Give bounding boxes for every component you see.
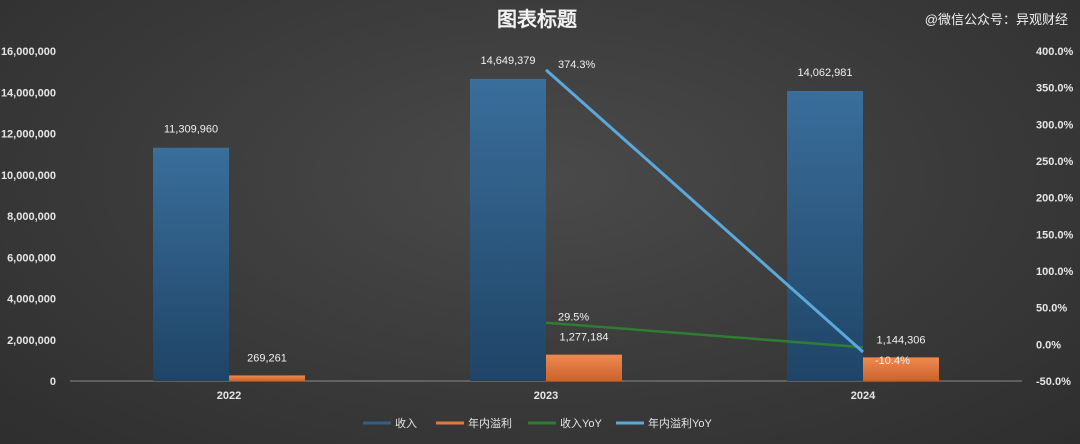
data-label-revenue: 14,062,981 bbox=[797, 67, 852, 79]
watermark: @微信公众号：异观财经 bbox=[925, 12, 1068, 27]
x-tick-label: 2023 bbox=[534, 390, 558, 402]
legend: 收入 年内溢利 收入YoY 年内溢利YoY bbox=[363, 416, 712, 430]
x-tick-label: 2022 bbox=[217, 390, 241, 402]
bar-profit bbox=[229, 375, 305, 381]
bar-revenue bbox=[787, 90, 863, 381]
y2-tick-label: 150.0% bbox=[1036, 229, 1074, 241]
bar-profit bbox=[863, 357, 939, 381]
y-tick-label: 4,000,000 bbox=[7, 294, 56, 306]
y-tick-label: 10,000,000 bbox=[1, 170, 56, 182]
y-tick-label: 6,000,000 bbox=[7, 252, 56, 264]
bar-profit bbox=[546, 354, 622, 381]
x-tick-label: 2024 bbox=[851, 390, 876, 402]
data-label-profit: 1,277,184 bbox=[560, 332, 609, 344]
y2-tick-label: 200.0% bbox=[1036, 193, 1074, 205]
data-label-profit: 1,144,306 bbox=[877, 334, 926, 346]
y2-tick-label: -50.0% bbox=[1036, 376, 1071, 388]
data-label-profit: 269,261 bbox=[247, 352, 287, 364]
y2-tick-label: 250.0% bbox=[1036, 156, 1074, 168]
data-label-revenue-yoy: 29.5% bbox=[558, 312, 589, 324]
data-label-profit-yoy: 374.3% bbox=[558, 59, 596, 71]
legend-label: 年内溢利YoY bbox=[648, 416, 712, 430]
data-labels: 11,309,960 14,649,379 14,062,981 269,261 1,2… bbox=[164, 55, 926, 367]
y-tick-label: 8,000,000 bbox=[7, 211, 56, 223]
y2-tick-label: 0.0% bbox=[1036, 339, 1061, 351]
y2-tick-label: 400.0% bbox=[1036, 46, 1074, 58]
y2-tick-label: 300.0% bbox=[1036, 119, 1074, 131]
bars bbox=[153, 78, 939, 381]
y-tick-label: 0 bbox=[50, 376, 56, 388]
legend-label: 年内溢利 bbox=[468, 416, 512, 430]
data-label-revenue: 14,649,379 bbox=[480, 55, 535, 67]
y-tick-label: 2,000,000 bbox=[7, 335, 56, 347]
y-tick-label: 16,000,000 bbox=[1, 46, 56, 58]
y-tick-label: 12,000,000 bbox=[1, 129, 56, 141]
y2-tick-label: 100.0% bbox=[1036, 266, 1074, 278]
data-label-profit-yoy: -10.4% bbox=[875, 355, 910, 367]
line-revenue-yoy bbox=[545, 321, 864, 349]
y2-tick-label: 350.0% bbox=[1036, 83, 1074, 95]
legend-label: 收入YoY bbox=[560, 416, 602, 430]
y2-tick-label: 50.0% bbox=[1036, 303, 1067, 315]
legend-label: 收入 bbox=[395, 416, 417, 430]
bar-revenue bbox=[470, 78, 546, 381]
bar-revenue bbox=[153, 147, 229, 381]
y-tick-label: 14,000,000 bbox=[1, 87, 56, 99]
line-profit-yoy bbox=[545, 68, 864, 354]
data-label-revenue: 11,309,960 bbox=[164, 124, 218, 136]
yoy-lines bbox=[545, 68, 864, 354]
chart-title: 图表标题 bbox=[497, 7, 578, 31]
